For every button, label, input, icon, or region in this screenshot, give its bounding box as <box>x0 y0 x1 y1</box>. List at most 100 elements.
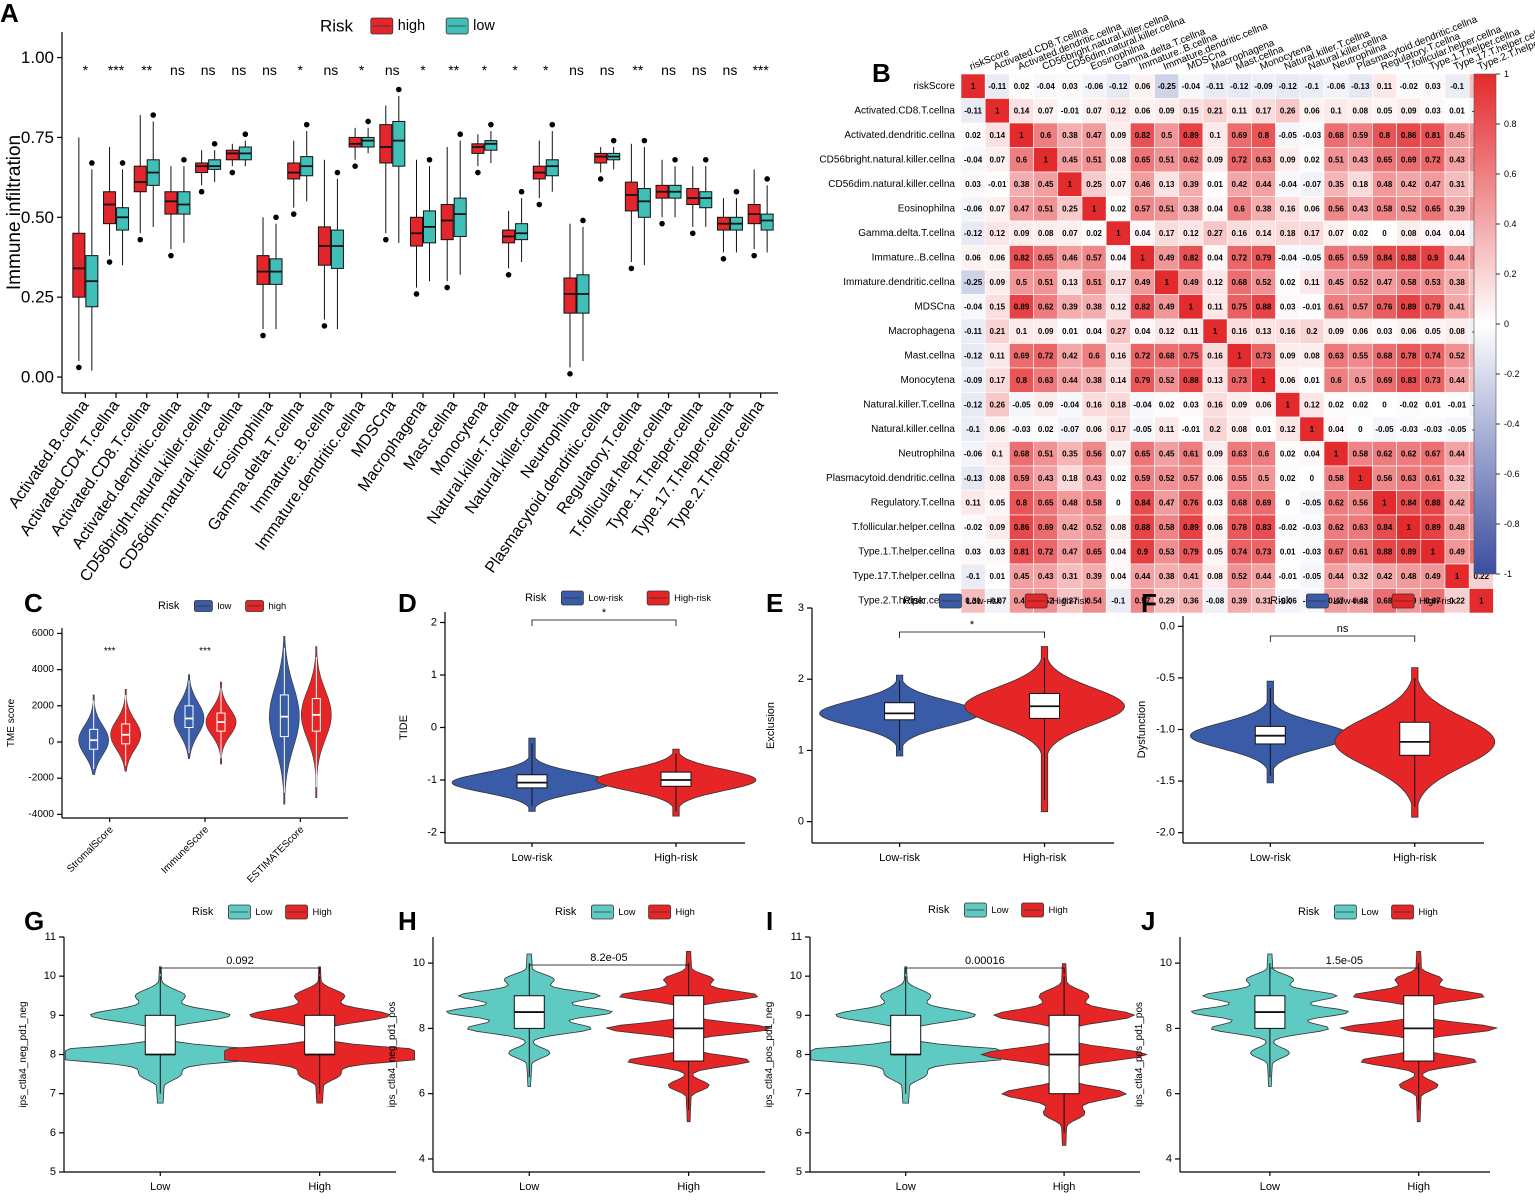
b-cell-value: 0.58 <box>1353 449 1369 458</box>
b-cell <box>1468 588 1494 614</box>
b-cell-value: 0.05 <box>1425 327 1441 336</box>
a-legend-label-high: high <box>398 18 425 34</box>
b-cell-value: 0.04 <box>1111 572 1127 581</box>
b-cell-value: 0.69 <box>1256 498 1272 507</box>
b-cell <box>960 196 986 222</box>
b-cell-value: 0.51 <box>1038 204 1054 213</box>
b-cell <box>1251 367 1276 393</box>
b-cell <box>1057 220 1083 246</box>
b-cell <box>1444 588 1470 614</box>
b-cell <box>1009 171 1034 197</box>
b-cell-value: 0.04 <box>1111 253 1127 262</box>
j-bracket <box>1269 967 1420 974</box>
b-cell <box>1396 318 1422 344</box>
b-cell-value: 0.62 <box>1183 155 1199 164</box>
b-cell-value: 0.38 <box>1449 278 1465 287</box>
b-cell-value: 0.56 <box>1377 474 1393 483</box>
b-cell-value: 0.09 <box>1207 155 1223 164</box>
b-cell <box>1202 269 1228 295</box>
b-cell-value: 0.21 <box>990 327 1006 336</box>
b-cell-value: 0.44 <box>1256 180 1272 189</box>
b-cell <box>1033 563 1059 589</box>
b-cell <box>1154 539 1180 565</box>
panel-label-h: H <box>398 906 417 936</box>
i-x-tick-label: Low <box>896 1181 916 1193</box>
b-cell <box>1057 147 1083 173</box>
a-outlier <box>641 137 648 144</box>
a-legend-label-low: low <box>473 18 495 34</box>
b-cell-value: 0.04 <box>1425 229 1441 238</box>
b-cell-value: 0.04 <box>1135 229 1151 238</box>
b-cell-value: 0.74 <box>1232 547 1248 556</box>
b-cell-value: 1 <box>1140 253 1145 262</box>
b-cell-value: -0.1 <box>1450 82 1464 91</box>
b-cell-value: 0.14 <box>1256 229 1272 238</box>
b-cell-value: -0.04 <box>1037 82 1056 91</box>
b-cell-value: -0.13 <box>964 474 983 483</box>
a-box-low-box <box>699 191 713 209</box>
d-y-axis-label: TIDE <box>398 715 410 740</box>
b-cell-value: 0.82 <box>1135 302 1151 311</box>
b-cell <box>1105 343 1131 369</box>
c-significance-label: *** <box>104 646 116 657</box>
b-cell-value: 0.43 <box>1353 155 1369 164</box>
panel-label-i: I <box>766 906 773 936</box>
b-cell-value: 0.01 <box>1449 106 1465 115</box>
b-colorbar-label: 1 <box>1504 69 1509 79</box>
b-cell <box>1105 392 1131 418</box>
b-cell-value: 0.63 <box>1401 474 1417 483</box>
b-cell <box>1444 98 1470 124</box>
b-cell-value: 0.03 <box>1425 106 1441 115</box>
b-cell-value: 0.39 <box>1086 572 1102 581</box>
a-box-low-box <box>392 120 406 167</box>
b-cell-value: 1 <box>1189 302 1194 311</box>
b-row-label: Plasmacytoid.dendritic.cellna <box>826 473 955 484</box>
b-cell <box>1323 220 1349 246</box>
b-cell <box>1105 441 1131 467</box>
b-cell <box>1202 514 1228 540</box>
b-cell-value: -0.04 <box>1279 180 1298 189</box>
b-cell <box>1105 588 1131 614</box>
b-cell-value: 0.79 <box>1425 302 1441 311</box>
b-cell-value: 0.09 <box>1280 155 1296 164</box>
b-cell-value: 1 <box>1310 425 1315 434</box>
a-outlier <box>290 211 297 217</box>
c-y-tick-label: 6000 <box>32 628 55 639</box>
b-cell-value: -0.07 <box>1061 425 1080 434</box>
b-cell-value: 0.01 <box>1304 376 1320 385</box>
b-cell <box>1275 416 1301 442</box>
b-cell-value: 0 <box>1285 498 1290 507</box>
b-cell-value: 0.8 <box>1016 498 1028 507</box>
b-cell-value: 0.02 <box>1353 400 1369 409</box>
b-cell-value: 0.16 <box>1280 327 1296 336</box>
b-cell <box>1323 367 1349 393</box>
b-cell-value: 0.22 <box>1449 596 1465 605</box>
b-cell-value: 0.49 <box>1449 547 1465 556</box>
a-y-tick-label: 1.00 <box>21 48 54 67</box>
b-cell <box>1081 514 1107 540</box>
f-significance-label: ns <box>1337 623 1349 635</box>
c-x-tick-label: ImmuneScore <box>159 824 211 876</box>
b-cell <box>1105 563 1131 589</box>
b-cell <box>1057 122 1083 148</box>
b-cell-value: 0.07 <box>1111 180 1127 189</box>
b-cell-value: -0.03 <box>1424 425 1443 434</box>
b-cell-value: 0.65 <box>1038 253 1054 262</box>
b-cell <box>1299 98 1325 124</box>
b-cell <box>1372 490 1397 516</box>
b-cell-value: -0.08 <box>1206 596 1225 605</box>
b-cell-value: 0.09 <box>1328 327 1344 336</box>
b-cell-value: 0.09 <box>1159 106 1175 115</box>
panel-i: I Risk Low High ips_ctla4_pos_pd1_neg 5 6 7 8 9 10… <box>764 902 1149 1200</box>
b-cell-value: 0.31 <box>1062 572 1078 581</box>
b-cell-value: -0.06 <box>1327 82 1346 91</box>
a-outlier <box>733 188 740 195</box>
b-cell-value: 0.67 <box>1425 596 1441 605</box>
b-cell-value: 0.26 <box>1280 106 1296 115</box>
i-legend-label-low: Low <box>991 905 1008 915</box>
b-cell-value: 0.59 <box>1135 474 1151 483</box>
b-cell-value: 0.48 <box>1449 523 1465 532</box>
b-cell-value: 0.46 <box>1135 180 1151 189</box>
b-cell <box>1081 294 1107 320</box>
b-cell-value: 0.83 <box>1401 376 1417 385</box>
